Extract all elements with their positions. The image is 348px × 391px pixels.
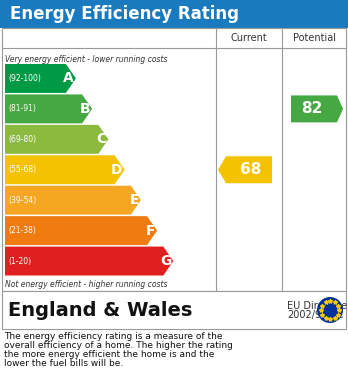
Text: A: A	[63, 72, 74, 86]
Polygon shape	[5, 125, 108, 154]
Bar	[2, 28, 346, 48]
Text: Not energy efficient - higher running costs: Not energy efficient - higher running co…	[5, 280, 167, 289]
Text: England & Wales: England & Wales	[8, 301, 192, 319]
Text: (21-38): (21-38)	[8, 226, 36, 235]
Text: Current: Current	[231, 33, 267, 43]
Text: F: F	[145, 224, 155, 238]
Text: overall efficiency of a home. The higher the rating: overall efficiency of a home. The higher…	[4, 341, 233, 350]
Polygon shape	[218, 156, 272, 183]
Bar	[2, 28, 346, 48]
Text: EU Directive: EU Directive	[287, 301, 347, 311]
Text: (69-80): (69-80)	[8, 135, 36, 144]
Polygon shape	[5, 155, 125, 184]
Text: the more energy efficient the home is and the: the more energy efficient the home is an…	[4, 350, 214, 359]
Text: C: C	[96, 132, 106, 146]
Text: E: E	[129, 193, 139, 207]
Polygon shape	[5, 64, 76, 93]
Text: G: G	[160, 254, 171, 268]
Text: 82: 82	[301, 101, 323, 117]
Text: 68: 68	[240, 162, 262, 177]
Circle shape	[317, 297, 343, 323]
Text: D: D	[111, 163, 122, 177]
Bar	[0, 0, 348, 28]
Text: Very energy efficient - lower running costs: Very energy efficient - lower running co…	[5, 55, 167, 64]
Polygon shape	[291, 95, 343, 122]
Polygon shape	[5, 95, 92, 123]
Text: lower the fuel bills will be.: lower the fuel bills will be.	[4, 359, 123, 368]
Polygon shape	[5, 216, 157, 245]
Text: (92-100): (92-100)	[8, 74, 41, 83]
Text: (1-20): (1-20)	[8, 256, 31, 265]
Polygon shape	[5, 247, 173, 276]
Text: The energy efficiency rating is a measure of the: The energy efficiency rating is a measur…	[4, 332, 222, 341]
Text: B: B	[79, 102, 90, 116]
Bar	[2, 291, 346, 329]
Text: (39-54): (39-54)	[8, 196, 36, 204]
Text: 2002/91/EC: 2002/91/EC	[287, 310, 343, 320]
Polygon shape	[5, 186, 141, 215]
Text: (81-91): (81-91)	[8, 104, 36, 113]
Text: Energy Efficiency Rating: Energy Efficiency Rating	[10, 5, 239, 23]
Bar	[2, 28, 346, 291]
Text: Potential: Potential	[293, 33, 335, 43]
Text: (55-68): (55-68)	[8, 165, 36, 174]
